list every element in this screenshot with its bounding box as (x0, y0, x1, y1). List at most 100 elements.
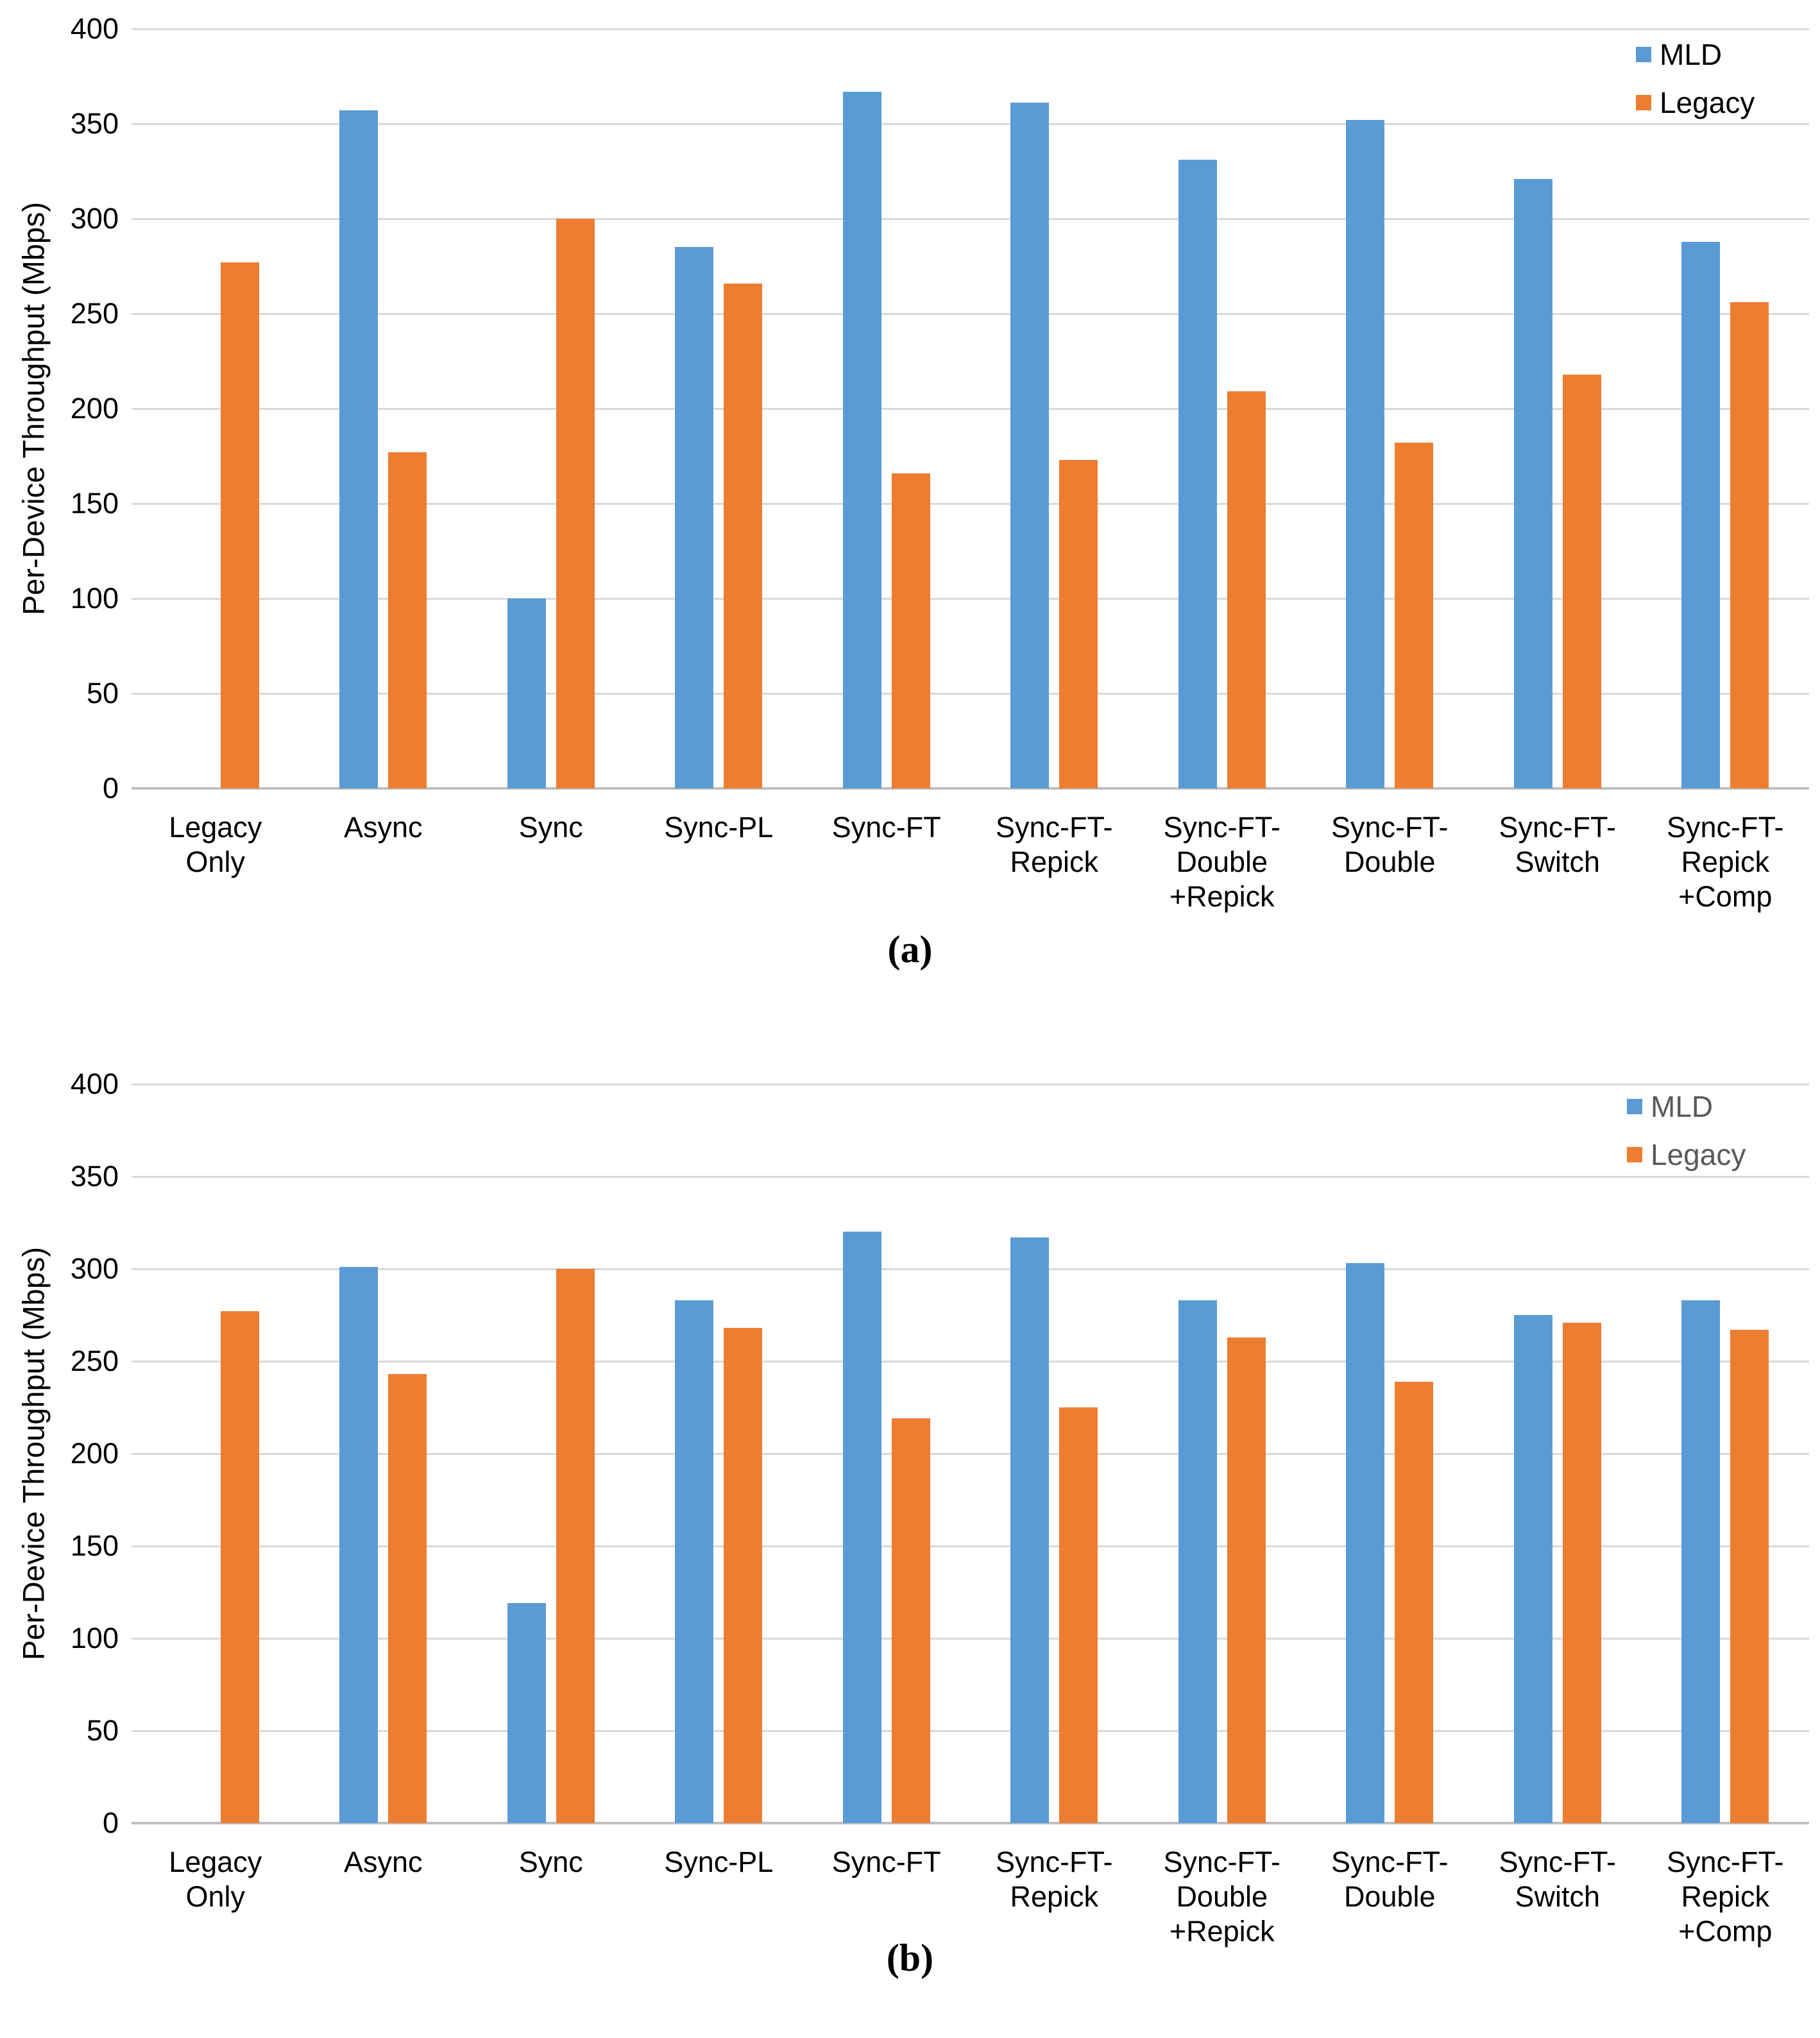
category-label-sync-ft-double+repick: Sync-FT- Double +Repick (1163, 1846, 1280, 1948)
bar-mld-sync-ft-double+repick (1178, 160, 1217, 788)
legend-entry-legacy: Legacy (1636, 87, 1755, 119)
bar-mld-sync (507, 1603, 546, 1823)
mld-legend-swatch (1627, 1099, 1642, 1114)
category-label-sync-ft-switch: Sync-FT- Switch (1499, 811, 1616, 878)
bar-legacy-sync-ft-repick+comp (1730, 1330, 1769, 1823)
gridline-100 (132, 1637, 1809, 1640)
y-tick-label-200: 200 (70, 392, 119, 425)
gridline-150 (132, 502, 1809, 505)
mld-legend-swatch (1636, 47, 1651, 62)
bar-mld-sync-ft (842, 1232, 881, 1823)
y-tick-label-250: 250 (70, 1345, 119, 1377)
category-label-sync-ft-double: Sync-FT- Double (1331, 1846, 1449, 1913)
legacy-legend-label: Legacy (1660, 86, 1755, 119)
gridline-350 (132, 1175, 1809, 1178)
bar-mld-sync-pl (675, 1300, 714, 1823)
y-tick-label-0: 0 (102, 772, 119, 804)
bar-mld-sync-ft-double+repick (1178, 1300, 1217, 1823)
bar-mld-sync-ft-switch (1513, 1315, 1552, 1823)
category-label-sync-ft-double: Sync-FT- Double (1331, 811, 1449, 878)
gridline-400 (132, 1083, 1809, 1085)
bar-mld-sync-pl (675, 247, 714, 788)
category-label-sync-ft-repick+comp: Sync-FT- Repick +Comp (1666, 1846, 1784, 1948)
y-tick-label-50: 50 (86, 677, 119, 709)
legend-a: MLD Legacy (1636, 38, 1755, 135)
gridline-250 (132, 312, 1809, 315)
bar-legacy-sync-ft-double (1395, 1381, 1434, 1823)
mld-legend-label: MLD (1660, 38, 1722, 71)
category-label-sync: Sync (518, 811, 583, 844)
bar-legacy-sync-ft (891, 1418, 930, 1823)
y-tick-label-250: 250 (70, 297, 119, 330)
bar-legacy-sync-ft (891, 473, 930, 788)
category-label-sync-ft-repick: Sync-FT- Repick (995, 811, 1113, 878)
bar-legacy-async (388, 452, 427, 788)
y-tick-label-100: 100 (70, 582, 119, 615)
gridline-250 (132, 1360, 1809, 1363)
x-axis-line (132, 787, 1809, 790)
bar-legacy-sync-ft-double+repick (1227, 391, 1266, 788)
bar-legacy-sync (556, 219, 595, 788)
y-tick-label-150: 150 (70, 487, 119, 520)
y-tick-label-0: 0 (102, 1806, 119, 1839)
bar-mld-sync-ft-repick (1010, 103, 1050, 788)
bar-mld-async (339, 1267, 378, 1823)
bar-legacy-sync-pl (724, 1328, 763, 1823)
bar-mld-async (339, 110, 378, 788)
bar-mld-sync-ft-repick+comp (1681, 1300, 1721, 1823)
y-tick-label-150: 150 (70, 1529, 119, 1562)
category-label-sync-pl: Sync-PL (664, 1846, 774, 1878)
gridline-400 (132, 28, 1809, 30)
gridline-200 (132, 407, 1809, 410)
legend-entry-mld: MLD (1627, 1091, 1746, 1123)
category-label-sync-ft-repick: Sync-FT- Repick (995, 1846, 1113, 1913)
bar-legacy-legacyonly (220, 1311, 259, 1823)
legacy-legend-swatch (1627, 1147, 1642, 1162)
bar-mld-sync-ft (842, 91, 881, 788)
y-tick-label-50: 50 (86, 1714, 119, 1747)
legend-entry-legacy: Legacy (1627, 1139, 1746, 1171)
legend-entry-mld: MLD (1636, 38, 1755, 71)
category-label-legacyonly: Legacy Only (169, 1846, 262, 1913)
category-label-sync-ft-double+repick: Sync-FT- Double +Repick (1163, 811, 1280, 913)
y-tick-label-400: 400 (70, 1067, 119, 1100)
category-label-sync-ft-repick+comp: Sync-FT- Repick +Comp (1666, 811, 1784, 913)
bar-mld-sync (507, 599, 546, 788)
gridline-300 (132, 217, 1809, 220)
legacy-legend-label: Legacy (1651, 1138, 1746, 1171)
gridline-350 (132, 123, 1809, 125)
category-label-async: Async (343, 1846, 423, 1878)
legacy-legend-swatch (1636, 95, 1651, 110)
bar-legacy-sync-ft-repick (1059, 459, 1098, 788)
gridline-50 (132, 692, 1809, 695)
mld-legend-label: MLD (1651, 1090, 1714, 1123)
y-tick-label-350: 350 (70, 107, 119, 140)
gridline-50 (132, 1729, 1809, 1732)
y-tick-label-300: 300 (70, 202, 119, 235)
category-label-sync-pl: Sync-PL (664, 811, 774, 844)
category-label-sync-ft: Sync-FT (831, 1846, 941, 1878)
caption-a: (a) (887, 928, 933, 971)
bar-legacy-sync-ft-repick (1059, 1407, 1098, 1823)
category-label-async: Async (343, 811, 423, 844)
bar-legacy-sync-ft-double+repick (1227, 1337, 1266, 1823)
bar-legacy-sync-ft-repick+comp (1730, 302, 1769, 788)
plot-area-a: 400 350 300 250 200 150 100 50 0 Legacy Only Async S… (71, 12, 1809, 913)
gridline-150 (132, 1545, 1809, 1547)
y-tick-label-400: 400 (70, 12, 119, 45)
y-tick-label-100: 100 (70, 1622, 119, 1654)
bar-mld-sync-ft-double (1346, 120, 1385, 788)
bar-legacy-sync (556, 1269, 595, 1823)
y-tick-label-350: 350 (70, 1160, 119, 1193)
category-label-legacyonly: Legacy Only (169, 811, 262, 878)
gridline-200 (132, 1452, 1809, 1455)
bar-mld-sync-ft-repick (1010, 1237, 1050, 1823)
category-label-sync: Sync (518, 1846, 583, 1878)
bar-legacy-legacyonly (220, 262, 259, 788)
y-tick-label-200: 200 (70, 1437, 119, 1470)
legend-b: MLD Legacy (1627, 1091, 1746, 1187)
bar-legacy-sync-ft-switch (1562, 1322, 1601, 1823)
gridline-100 (132, 597, 1809, 600)
bar-mld-sync-ft-switch (1513, 178, 1552, 788)
